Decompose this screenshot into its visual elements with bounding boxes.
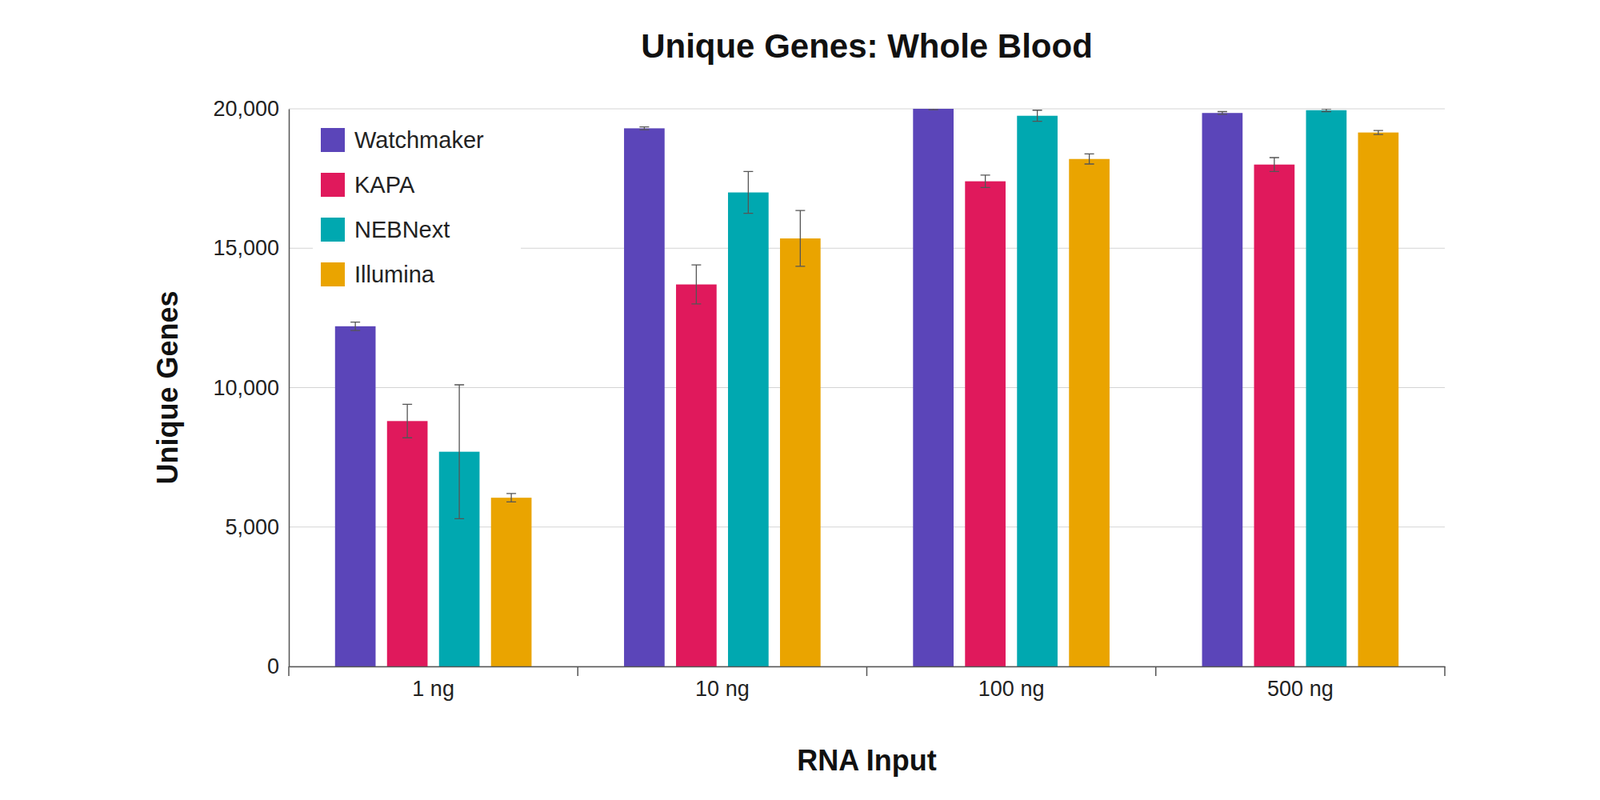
x-tick-label: 1 ng: [412, 676, 455, 701]
error-bar-line: [506, 493, 516, 502]
x-divider: [1155, 666, 1157, 676]
bar: [1202, 112, 1244, 667]
legend-swatch: [320, 217, 345, 242]
bar: [335, 326, 376, 667]
error-bar: [350, 322, 360, 331]
plot-area: 0 5,000 10,000 15,000 20,000 1 ng 10 ng 100 ng 5…: [212, 96, 1445, 701]
error-bar: [1032, 110, 1043, 122]
error-bar-line: [928, 108, 939, 110]
legend: Watchmaker KAPA NEBNext Illumina: [312, 116, 521, 304]
grid-line: [288, 108, 1445, 110]
legend-item: Watchmaker: [320, 127, 484, 153]
y-axis: 0 5,000 10,000 15,000 20,000: [212, 96, 289, 679]
x-axis: 1 ng 10 ng 100 ng 500 ng: [288, 666, 1446, 701]
bar: [387, 420, 428, 667]
error-bar-line: [402, 404, 412, 438]
error-bar: [1217, 111, 1228, 114]
legend-item: Illumina: [320, 261, 436, 288]
legend-label: KAPA: [354, 172, 416, 198]
error-bar-line: [639, 127, 649, 130]
error-bar: [743, 171, 753, 213]
error-bar-line: [1269, 157, 1280, 172]
y-tick-label: 0: [267, 654, 280, 679]
x-divider: [288, 666, 290, 676]
x-divider: [866, 666, 868, 676]
error-bar-line: [454, 384, 464, 519]
chart: 0 5,000 10,000 15,000 20,000 1 ng 10 ng 100 ng 5…: [0, 0, 1600, 800]
error-bar: [928, 108, 939, 110]
bar: [676, 284, 717, 667]
error-bar: [691, 264, 701, 304]
y-tick: 5,000: [224, 515, 289, 540]
x-axis-title: RNA Input: [796, 744, 937, 777]
bar: [728, 192, 769, 667]
error-bar: [1269, 157, 1280, 172]
error-bar: [1321, 108, 1332, 112]
y-axis-title: Unique Genes: [151, 290, 184, 484]
x-tick-label: 500 ng: [1267, 676, 1334, 701]
x-tick-label: 10 ng: [695, 676, 750, 701]
legend-label: Watchmaker: [354, 127, 484, 153]
x-tick: 500 ng: [1267, 666, 1334, 701]
error-bar-line: [691, 264, 701, 304]
bar: [912, 108, 954, 667]
error-bar-line: [980, 175, 991, 188]
bar: [491, 497, 532, 667]
y-tick: 10,000: [212, 376, 289, 400]
y-axis-line: [288, 109, 291, 668]
x-divider: [1444, 666, 1446, 676]
error-bar: [402, 404, 412, 438]
error-bar: [639, 127, 649, 130]
y-tick: 0: [267, 654, 289, 679]
error-bar-line: [743, 171, 753, 213]
error-bar: [506, 493, 516, 502]
legend-item: NEBNext: [320, 216, 450, 243]
error-bar: [1084, 153, 1095, 164]
bar: [1306, 110, 1348, 667]
y-tick-label: 15,000: [212, 236, 280, 260]
error-bar: [454, 384, 464, 519]
y-tick-label: 10,000: [212, 376, 280, 400]
grid: [288, 108, 1445, 667]
legend-swatch: [320, 128, 345, 152]
x-divider: [577, 666, 580, 676]
legend-swatch: [320, 172, 345, 197]
legend-background: [312, 116, 521, 304]
title: Unique Genes: Whole Blood: [640, 27, 1093, 65]
error-bar-line: [795, 210, 805, 267]
y-tick-label: 5,000: [224, 515, 280, 540]
x-tick: 1 ng: [412, 666, 455, 701]
legend-swatch: [320, 262, 345, 287]
bar: [1068, 159, 1110, 667]
y-tick: 20,000: [212, 96, 289, 121]
legend-item: KAPA: [320, 172, 416, 198]
error-bar: [980, 175, 991, 188]
error-bar-line: [1217, 111, 1228, 114]
error-bar: [795, 210, 805, 267]
bar: [1016, 116, 1058, 667]
error-bar: [1373, 130, 1384, 135]
error-bar-line: [1373, 130, 1384, 135]
error-bar-line: [1032, 110, 1043, 122]
bar: [964, 181, 1006, 667]
bar: [1254, 164, 1296, 667]
legend-label: Illumina: [354, 261, 436, 288]
error-bar-line: [350, 322, 360, 331]
bar: [780, 238, 821, 667]
legend-label: NEBNext: [354, 216, 450, 243]
bar: [624, 128, 665, 667]
error-bar-line: [1321, 108, 1332, 112]
y-tick: 15,000: [212, 236, 289, 260]
bar: [1358, 132, 1400, 667]
x-tick-label: 100 ng: [978, 676, 1045, 701]
x-tick: 100 ng: [978, 666, 1045, 701]
y-tick-label: 20,000: [212, 96, 280, 121]
error-bar-line: [1084, 153, 1095, 164]
x-tick: 10 ng: [695, 666, 750, 701]
